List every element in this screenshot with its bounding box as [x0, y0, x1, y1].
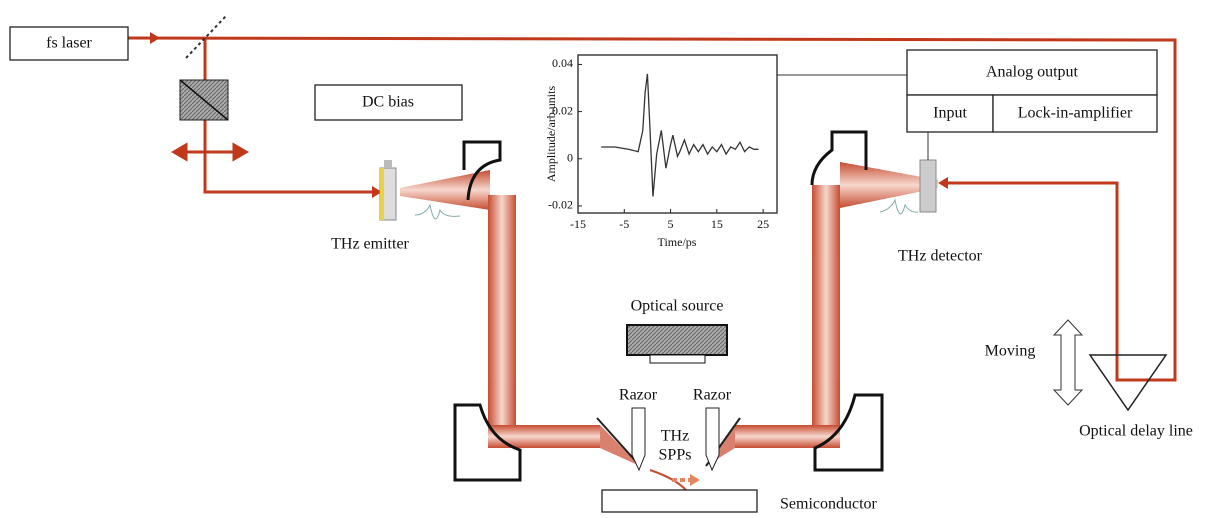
fs-laser-box [9, 26, 129, 61]
x-tick-label: -5 [619, 217, 629, 231]
analog-output-label: Analog output [986, 64, 1079, 81]
razor [631, 407, 646, 472]
fs-laser-label: fs laser [46, 35, 92, 52]
x-tick-label: 25 [757, 217, 769, 231]
thz-emitter-device [379, 160, 461, 221]
thz-detector-device [879, 132, 937, 215]
y-tick-label: -0.02 [548, 198, 573, 212]
y-axis-label: Amplitude/arb.units [544, 86, 558, 183]
moving-label: Moving [985, 343, 1036, 360]
thz-spps-label: SPPs [659, 447, 692, 464]
y-tick-label: 0.04 [552, 56, 573, 70]
input-label: Input [933, 105, 967, 122]
razor-label: Razor [619, 387, 658, 404]
inset-chart: Time/ps Amplitude/arb.units -15 -5 5 15 25 -0… [544, 54, 778, 249]
delay-prism [1088, 354, 1168, 412]
thz-spps-label: THz [661, 428, 689, 445]
optical-delay-line-label: Optical delay line [1079, 423, 1193, 440]
dc-bias-box [314, 84, 463, 121]
optical-source-label: Optical source [631, 298, 724, 315]
lock-in-box [992, 94, 1158, 133]
dc-bias-label: DC bias [362, 94, 414, 111]
y-tick-label: 0.02 [552, 103, 573, 117]
lens-arrow [171, 142, 249, 162]
moving-arrow [1052, 319, 1084, 406]
razor [705, 407, 720, 472]
polarizer [179, 79, 229, 121]
waveform [601, 73, 759, 197]
x-axis-label: Time/ps [658, 235, 697, 249]
x-tick-label: -15 [570, 217, 586, 231]
y-tick-label: 0 [567, 151, 573, 165]
x-tick-label: 5 [668, 217, 674, 231]
input-box [906, 94, 994, 133]
analog-output-box [906, 49, 1158, 96]
thz-emitter-label: THz emitter [331, 236, 409, 253]
razor-label: Razor [693, 387, 732, 404]
plot-frame [577, 54, 778, 214]
semiconductor-box [601, 489, 758, 513]
beam-splitter [185, 15, 227, 59]
semiconductor-label: Semiconductor [780, 496, 878, 513]
optical-source [626, 324, 728, 364]
lock-in-label: Lock-in-amplifier [1018, 105, 1133, 122]
x-tick-label: 15 [711, 217, 723, 231]
thz-detector-label: THz detector [898, 248, 983, 265]
